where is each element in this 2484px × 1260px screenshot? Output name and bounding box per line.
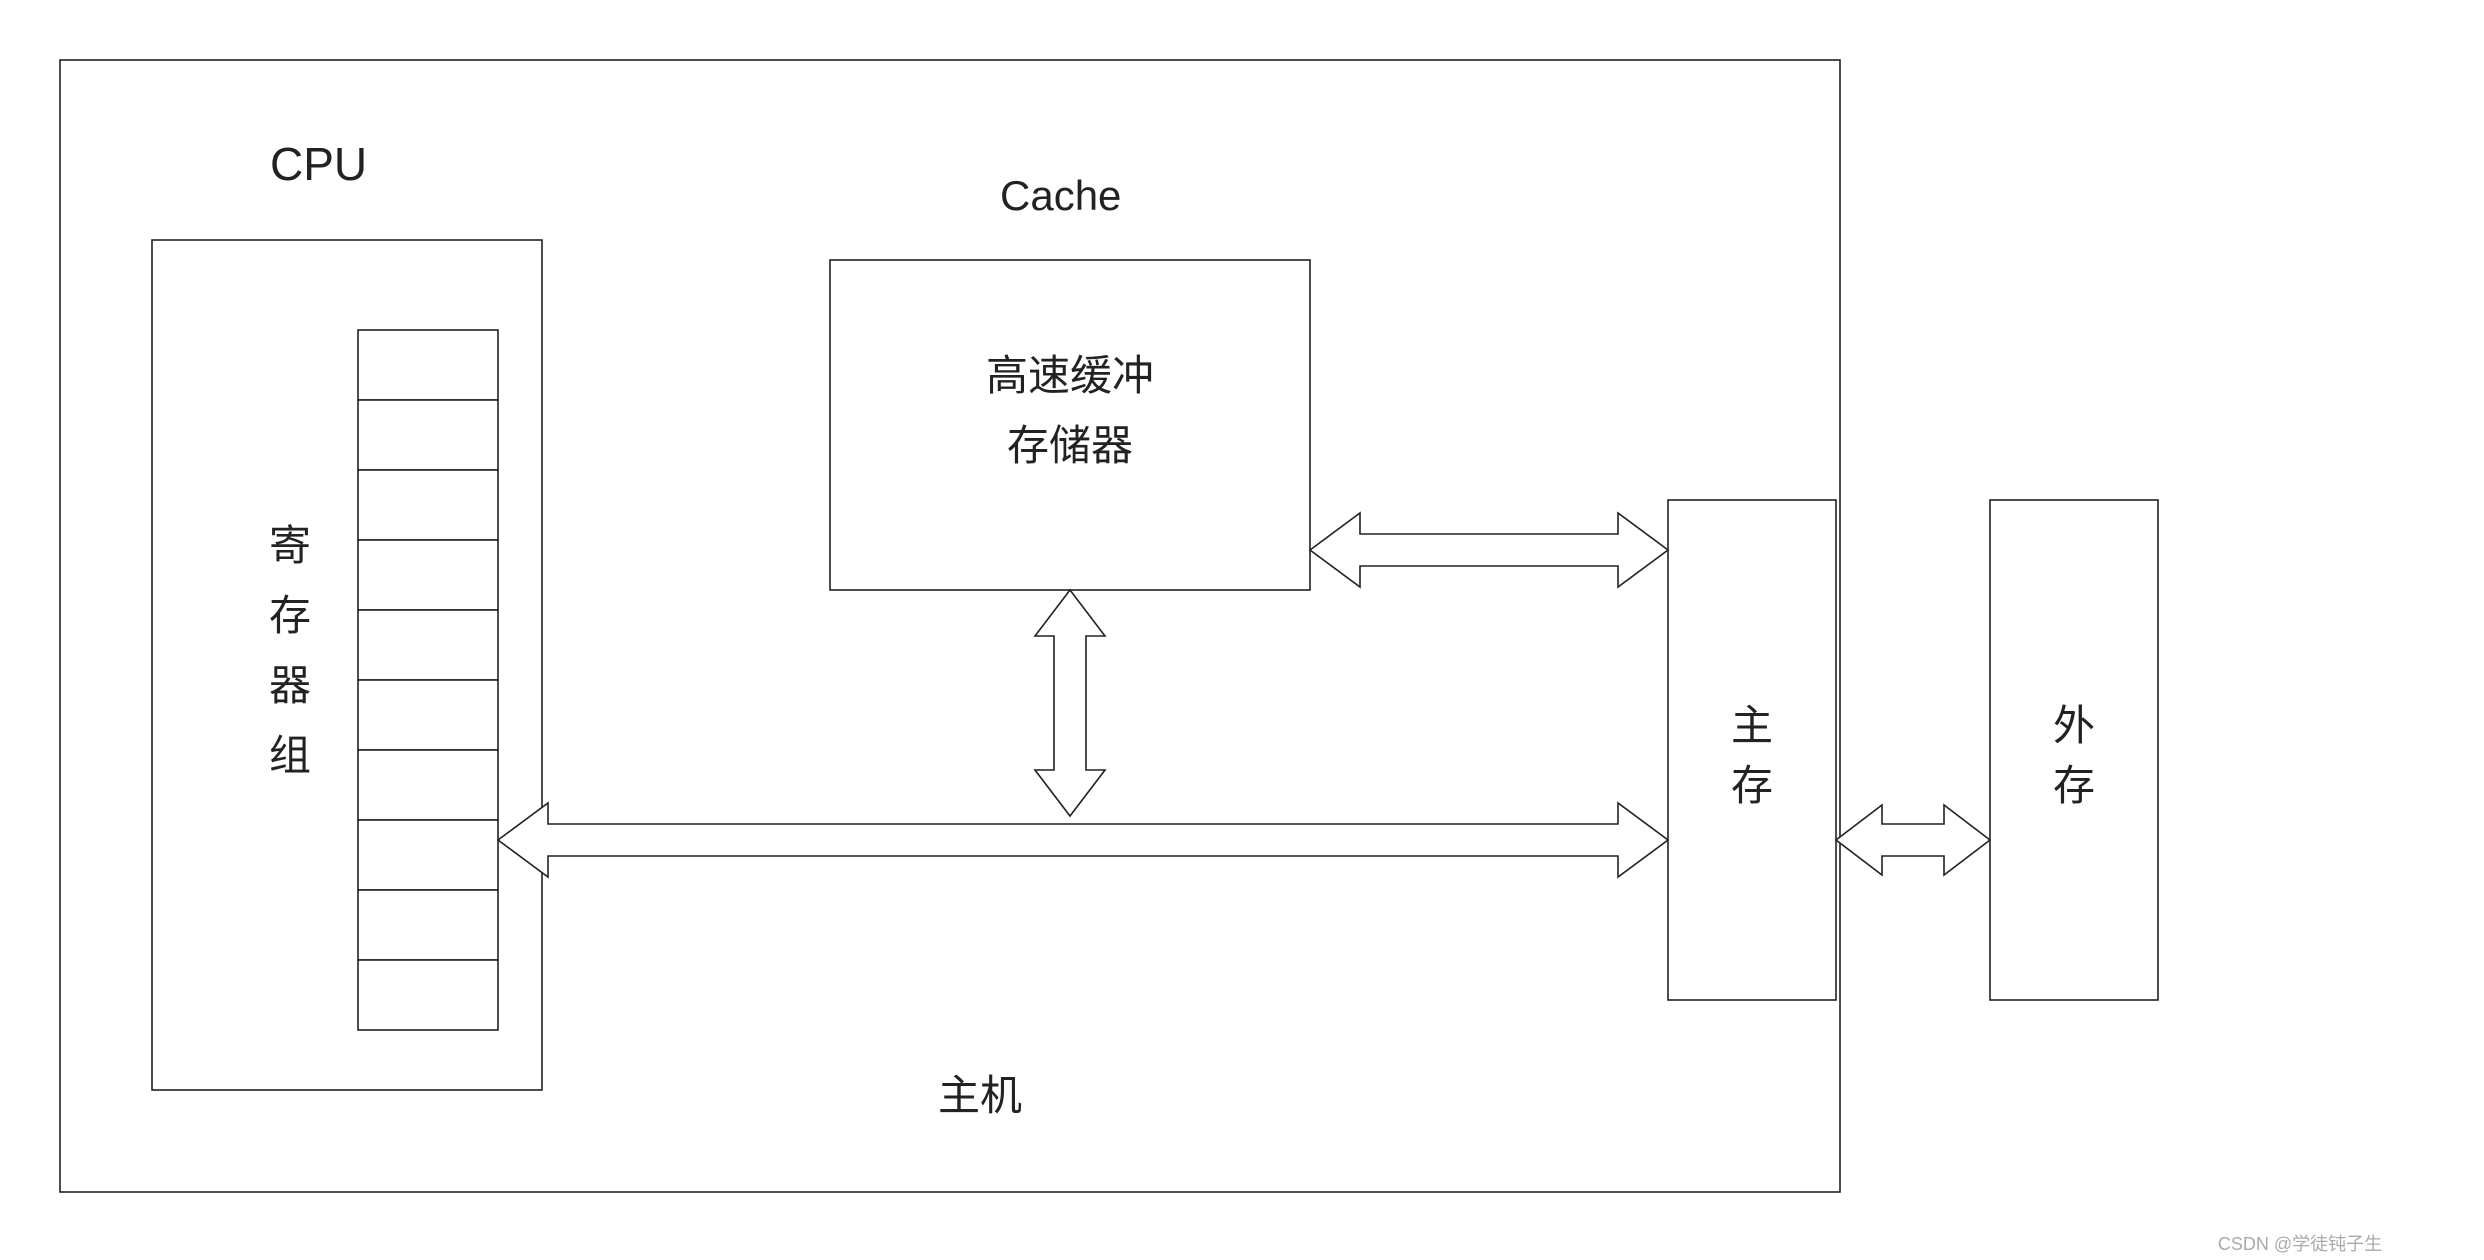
register-cell (358, 820, 498, 890)
ext-mem-l2: 存 (2053, 762, 2095, 809)
register-cell (358, 470, 498, 540)
register-group-label: 存 (269, 592, 311, 639)
watermark: CSDN @学徒钝子生 (2218, 1234, 2382, 1254)
register-cell (358, 400, 498, 470)
main-mem-l1: 主 (1731, 702, 1773, 749)
external-memory-box (1990, 500, 2158, 1000)
register-cell (358, 750, 498, 820)
host-label: 主机 (938, 1072, 1022, 1119)
cpu-label: CPU (270, 138, 367, 190)
cache-line2: 存储器 (1007, 422, 1133, 469)
register-cell (358, 610, 498, 680)
register-cell (358, 540, 498, 610)
arrow-mainmem-extmem (1836, 805, 1990, 875)
register-group-label: 器 (269, 662, 311, 709)
main-memory-box (1668, 500, 1836, 1000)
register-cell (358, 960, 498, 1030)
register-cell (358, 330, 498, 400)
ext-mem-l1: 外 (2053, 702, 2095, 749)
register-cell (358, 890, 498, 960)
register-group-label: 寄 (269, 522, 311, 569)
main-mem-l2: 存 (1731, 762, 1773, 809)
cache-title: Cache (1000, 172, 1121, 219)
cache-line1: 高速缓冲 (986, 352, 1154, 399)
register-group-label: 组 (269, 732, 311, 779)
register-cell (358, 680, 498, 750)
